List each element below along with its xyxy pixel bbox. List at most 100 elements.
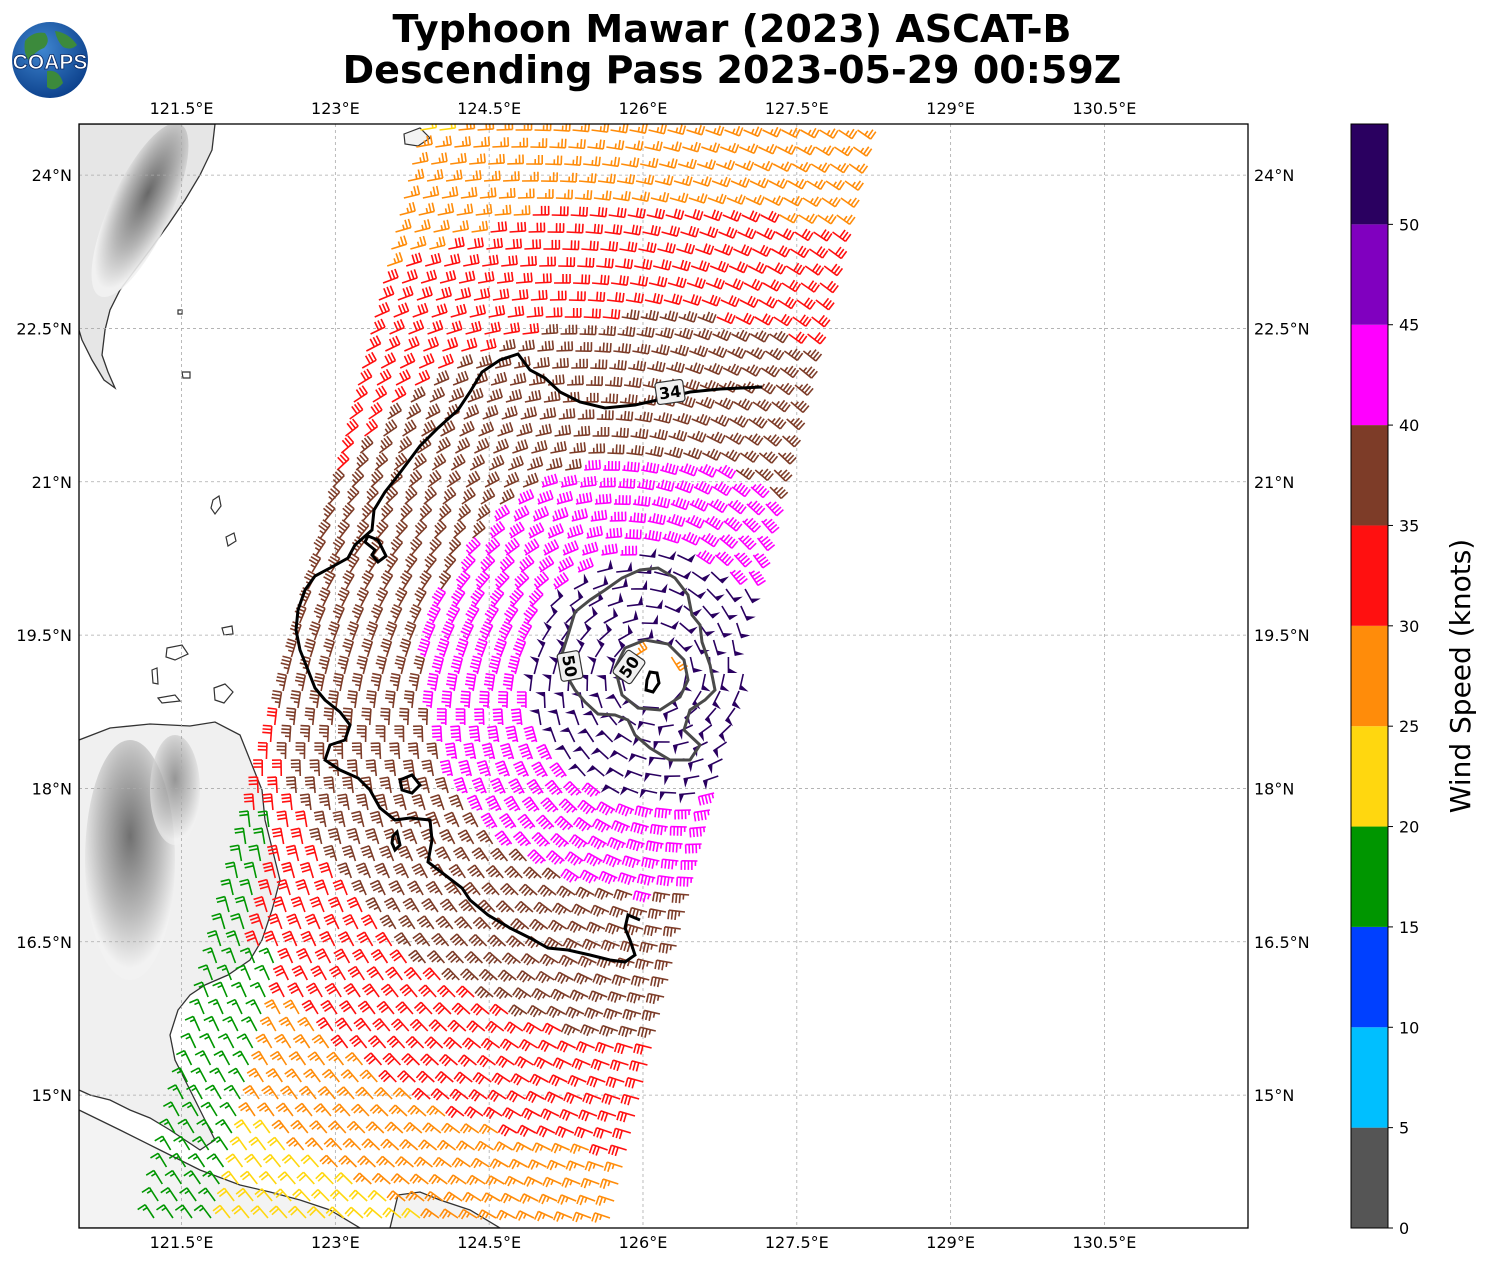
wind-barb: [492, 137, 510, 148]
wind-barb: [408, 319, 425, 335]
wind-barb: [558, 408, 576, 420]
wind-barb: [564, 155, 582, 166]
contour-34kt-loop: [363, 534, 388, 565]
wind-barb: [390, 536, 404, 556]
wind-barb: [583, 1007, 604, 1020]
wind-barb: [461, 487, 476, 505]
wind-barb: [524, 389, 542, 403]
wind-barb: [235, 1187, 254, 1202]
wind-barb: [731, 690, 741, 710]
wind-barb: [543, 239, 561, 250]
wind-barb: [526, 306, 544, 318]
wind-barb: [399, 352, 416, 369]
wind-barb: [636, 873, 656, 886]
wind-barb: [569, 442, 587, 454]
wind-barb: [448, 387, 465, 403]
wind-barb: [600, 241, 619, 252]
wind-barb: [457, 1208, 478, 1220]
wind-barb: [402, 419, 417, 437]
wind-barb: [522, 323, 540, 335]
wind-barb: [769, 330, 789, 344]
wind-barb: [700, 533, 720, 548]
colorbar-tick-label: 10: [1399, 1018, 1419, 1037]
wind-barb: [304, 913, 321, 930]
wind-barb: [413, 1001, 433, 1015]
wind-barb: [544, 1091, 564, 1104]
wind-barb: [333, 742, 344, 760]
wind-barb: [414, 219, 431, 233]
wind-barb: [356, 655, 369, 675]
wind-barb: [756, 227, 776, 241]
wind-barb: [719, 534, 739, 549]
wind-barb: [308, 621, 321, 641]
wind-barb: [672, 570, 692, 580]
wind-barb: [336, 1086, 355, 1100]
wind-barb: [693, 481, 714, 495]
wind-barb: [718, 226, 738, 239]
wind-barb: [531, 1142, 551, 1153]
wind-barb: [439, 898, 458, 913]
wind-barb: [423, 336, 440, 352]
wind-barb: [231, 1204, 250, 1219]
wind-barb: [598, 870, 618, 885]
wind-barb: [533, 571, 550, 590]
wind-barb: [610, 275, 629, 286]
wind-barb: [304, 638, 316, 658]
wind-barb: [394, 1156, 414, 1168]
wind-barb: [776, 144, 797, 156]
wind-barb: [453, 846, 471, 862]
wind-barb: [558, 798, 578, 814]
wind-barb: [453, 1071, 473, 1085]
wind-barb: [383, 897, 401, 913]
wind-barb: [497, 422, 514, 437]
wind-barb: [290, 896, 306, 913]
wind-barb: [503, 604, 519, 624]
colorbar-tick-label: 35: [1399, 516, 1419, 535]
wind-barb: [439, 759, 454, 777]
lat-tick-label-right: 16.5°N: [1254, 933, 1310, 952]
wind-barb: [457, 829, 475, 845]
wind-barb: [332, 604, 345, 624]
wind-barb: [463, 254, 480, 267]
wind-barb: [464, 170, 482, 182]
wind-barb: [395, 519, 408, 539]
wind-barb: [586, 765, 605, 777]
wind-barb: [292, 1188, 311, 1202]
wind-barb: [168, 1152, 187, 1168]
wind-barb: [689, 826, 706, 838]
lon-tick-label-bottom: 124.5°E: [457, 1233, 521, 1252]
wind-barb: [744, 588, 761, 604]
wind-barb: [720, 673, 730, 692]
wind-barb: [403, 690, 415, 709]
wind-barb: [376, 519, 389, 539]
wind-barb: [570, 903, 591, 916]
wind-barb: [248, 913, 264, 930]
wind-barb: [471, 220, 489, 233]
wind-barb: [347, 485, 360, 505]
wind-barb: [622, 609, 639, 624]
wind-barb: [750, 330, 770, 343]
wind-barb: [602, 308, 621, 320]
wind-barb: [290, 1119, 309, 1134]
wind-barb: [599, 622, 612, 641]
wind-barb: [288, 1051, 307, 1066]
wind-barb: [382, 1207, 402, 1219]
wind-barb: [763, 434, 783, 447]
wind-barb: [439, 1208, 459, 1219]
wind-barb: [613, 638, 626, 658]
axis-ticks: 121.5°E121.5°E123°E123°E124.5°E124.5°E12…: [16, 99, 1309, 1252]
wind-barb: [727, 656, 738, 674]
wind-barb: [137, 1203, 155, 1219]
wind-barb: [401, 1207, 421, 1219]
lat-tick-label-right: 15°N: [1254, 1086, 1294, 1105]
lon-tick-label-bottom: 126°E: [619, 1233, 668, 1252]
wind-barb: [375, 931, 393, 947]
wind-barb: [412, 932, 431, 947]
wind-barb: [357, 1155, 377, 1168]
wind-barb: [662, 707, 679, 723]
wind-barb: [775, 228, 795, 241]
wind-barb: [454, 136, 472, 148]
wind-barb: [431, 655, 445, 675]
wind-barb: [494, 760, 511, 777]
wind-barb: [703, 209, 723, 222]
